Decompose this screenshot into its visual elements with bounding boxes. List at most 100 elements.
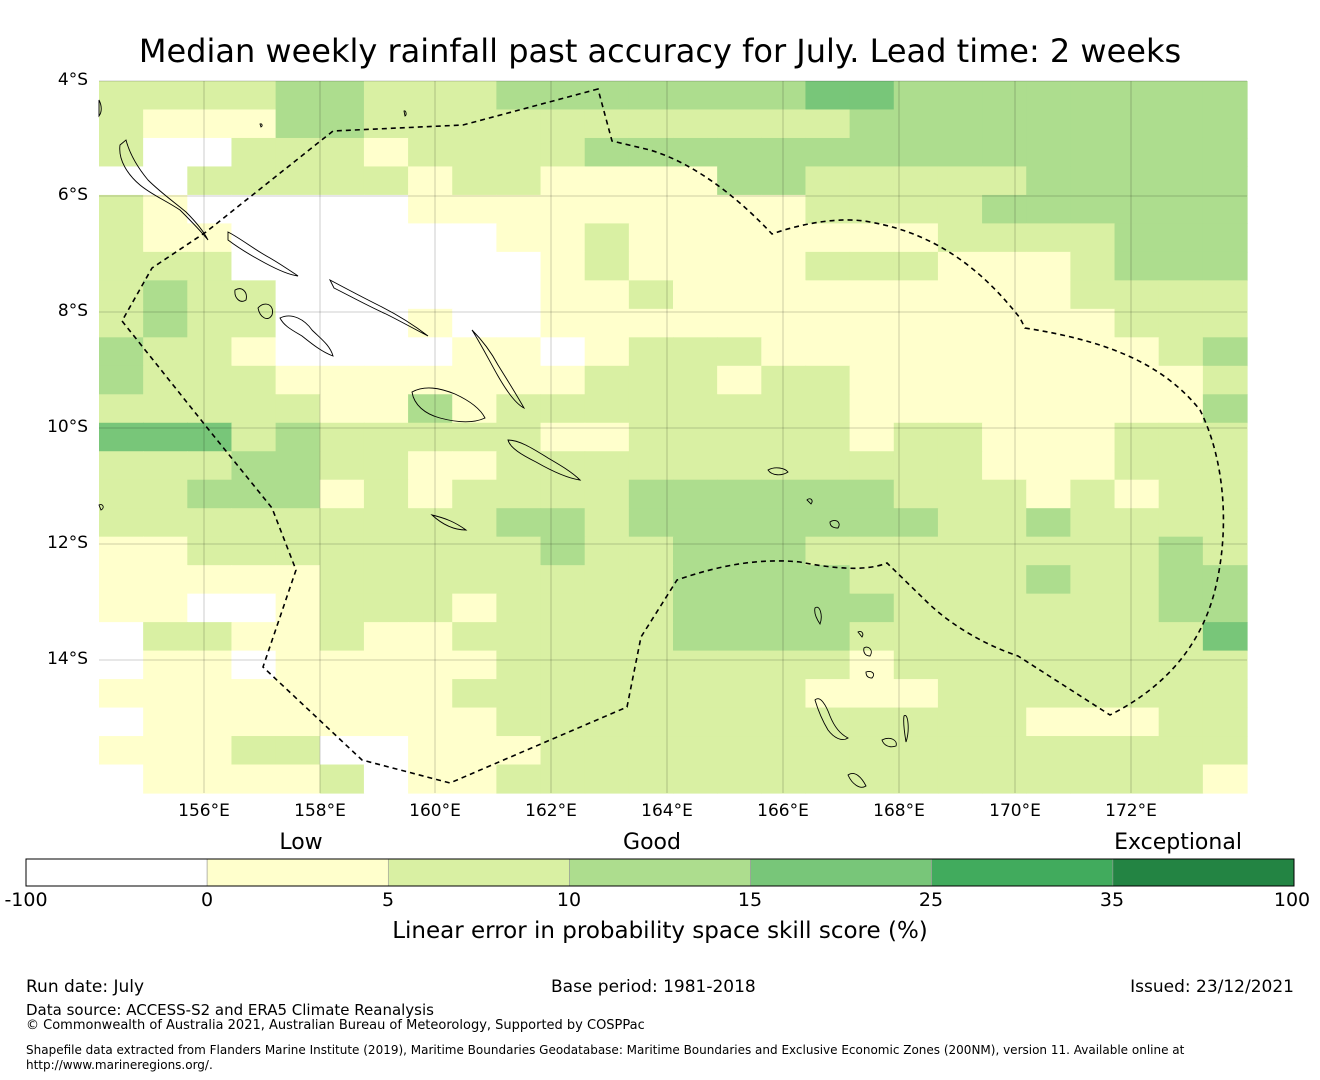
skill-cell <box>99 137 144 168</box>
skill-cell <box>408 109 453 139</box>
skill-cell <box>1026 194 1071 224</box>
skill-cell <box>143 451 188 481</box>
skill-cell <box>319 251 365 281</box>
skill-cell <box>231 707 277 737</box>
skill-cell <box>496 81 542 111</box>
skill-cell <box>1114 707 1160 737</box>
skill-cell <box>937 593 983 623</box>
skill-cell <box>496 280 542 310</box>
skill-cell <box>99 308 144 338</box>
skill-cell <box>1158 479 1204 509</box>
skill-cell <box>275 451 321 481</box>
skill-cell <box>540 109 586 139</box>
skill-cell <box>319 194 365 224</box>
skill-cell <box>1202 109 1248 139</box>
skill-cell <box>717 194 762 224</box>
skill-cell <box>761 479 807 509</box>
skill-cell <box>275 223 321 253</box>
skill-cell <box>628 565 674 595</box>
skill-cell <box>187 280 233 310</box>
skill-cell <box>319 223 365 253</box>
skill-cell <box>1026 280 1071 310</box>
skill-cell <box>761 565 807 595</box>
skill-cell <box>1026 593 1071 623</box>
skill-cell <box>143 650 188 680</box>
skill-cell <box>99 194 144 224</box>
skill-cell <box>231 194 277 224</box>
skill-cell <box>231 166 277 196</box>
skill-cell <box>496 337 542 367</box>
skill-cell <box>363 137 409 168</box>
skill-cell <box>275 337 321 367</box>
skill-cell <box>673 280 718 310</box>
skill-cell <box>982 81 1027 111</box>
skill-cell <box>717 536 762 566</box>
skill-cell <box>717 479 762 509</box>
skill-cell <box>673 707 718 737</box>
skill-cell <box>1158 337 1204 367</box>
skill-cell <box>99 280 144 310</box>
skill-cell <box>761 736 807 766</box>
skill-cell <box>187 508 233 538</box>
skill-cell <box>363 622 409 652</box>
skill-cell <box>1070 394 1116 424</box>
skill-cell <box>717 707 762 737</box>
skill-cell <box>1070 622 1116 652</box>
skill-cell <box>231 308 277 338</box>
skill-cell <box>540 251 586 281</box>
skill-cell <box>99 764 144 794</box>
skill-cell <box>496 223 542 253</box>
skill-cell <box>452 394 497 424</box>
skill-cell <box>363 736 409 766</box>
skill-cell <box>452 422 497 452</box>
skill-cell <box>893 137 939 168</box>
skill-cell <box>1026 736 1071 766</box>
skill-cell <box>363 81 409 111</box>
skill-cell <box>893 81 939 111</box>
skill-cell <box>937 194 983 224</box>
skill-cell <box>363 422 409 452</box>
skill-cell <box>99 622 144 652</box>
skill-cell <box>982 565 1027 595</box>
skill-cell <box>540 593 586 623</box>
skill-cell <box>673 593 718 623</box>
skill-cell <box>275 622 321 652</box>
skill-cell <box>805 223 851 253</box>
skill-cell <box>143 308 188 338</box>
skill-cell <box>761 650 807 680</box>
skill-cell <box>99 223 144 253</box>
skill-cell <box>540 194 586 224</box>
skill-cell <box>849 394 895 424</box>
skill-cell <box>363 280 409 310</box>
skill-cell <box>496 536 542 566</box>
skill-cell <box>937 764 983 794</box>
skill-cell <box>717 508 762 538</box>
vanuatu-islands <box>814 606 909 788</box>
skill-cell <box>408 707 453 737</box>
bougainville-island <box>119 139 209 241</box>
skill-cell <box>496 650 542 680</box>
skill-cell <box>849 508 895 538</box>
skill-cell <box>187 736 233 766</box>
skill-cell <box>540 422 586 452</box>
issued-date: Issued: 23/12/2021 <box>1130 977 1294 997</box>
skill-cell <box>143 479 188 509</box>
skill-cell <box>231 536 277 566</box>
skill-cell <box>1114 508 1160 538</box>
skill-cell <box>761 451 807 481</box>
skill-cell <box>1158 422 1204 452</box>
skill-cell <box>452 251 497 281</box>
skill-cell <box>717 337 762 367</box>
skill-cell <box>143 166 188 196</box>
skill-cell <box>363 565 409 595</box>
skill-cell <box>275 764 321 794</box>
skill-cell <box>849 308 895 338</box>
skill-cell <box>673 194 718 224</box>
base-period: Base period: 1981-2018 <box>551 977 756 997</box>
data-source: Data source: ACCESS-S2 and ERA5 Climate … <box>26 1001 434 1019</box>
lat-label: 6°S <box>57 185 88 205</box>
lat-label: 4°S <box>57 70 88 90</box>
skill-cell <box>452 764 497 794</box>
skill-cell <box>1114 736 1160 766</box>
colorbar-tick: 10 <box>556 889 582 911</box>
